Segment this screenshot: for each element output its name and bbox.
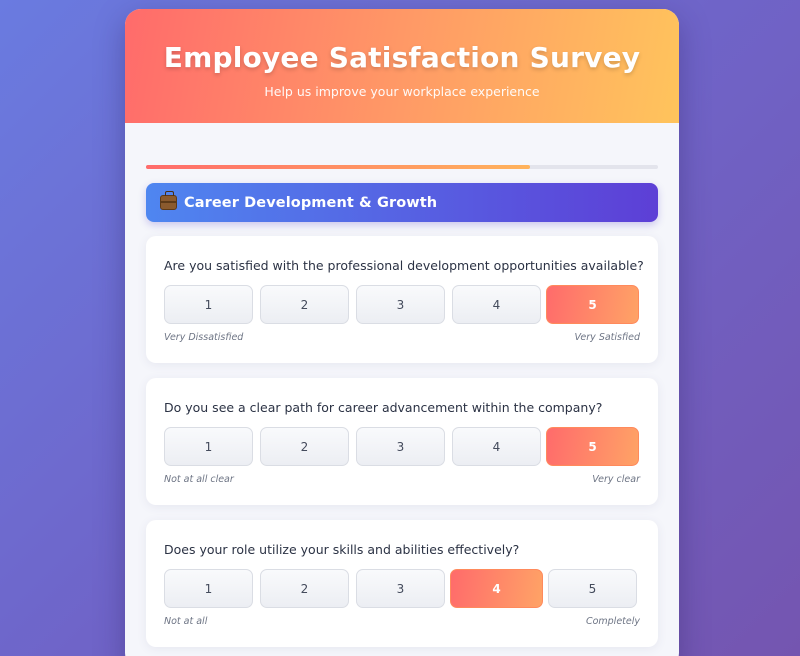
- scale-max-label: Very clear: [592, 474, 640, 485]
- rating-scale: 1 2 3 4 5: [164, 569, 641, 609]
- section-title: Career Development & Growth: [184, 194, 438, 211]
- question-text: Are you satisfied with the professional …: [164, 258, 644, 273]
- scale-max-label: Completely: [585, 616, 640, 627]
- rating-scale: 1 2 3 4 5: [164, 427, 641, 467]
- question-card-2: Do you see a clear path for career advan…: [146, 378, 658, 505]
- survey-card: Employee Satisfaction Survey Help us imp…: [125, 9, 679, 656]
- progress-fill: [146, 165, 530, 169]
- rating-option-2[interactable]: 2: [260, 285, 349, 324]
- rating-option-1[interactable]: 1: [164, 427, 253, 466]
- question-card-3: Does your role utilize your skills and a…: [146, 520, 658, 647]
- rating-option-3[interactable]: 3: [356, 285, 445, 324]
- rating-option-4[interactable]: 4: [452, 427, 541, 466]
- rating-option-2[interactable]: 2: [260, 427, 349, 466]
- survey-title: Employee Satisfaction Survey: [163, 41, 641, 74]
- rating-option-1[interactable]: 1: [164, 569, 253, 608]
- survey-header: Employee Satisfaction Survey Help us imp…: [125, 9, 679, 123]
- survey-subtitle: Help us improve your workplace experienc…: [264, 84, 540, 99]
- question-text: Does your role utilize your skills and a…: [164, 542, 520, 557]
- scale-min-label: Very Dissatisfied: [164, 332, 244, 343]
- rating-option-4[interactable]: 4: [452, 285, 541, 324]
- briefcase-icon: [160, 191, 177, 210]
- scale-max-label: Very Satisfied: [574, 332, 640, 343]
- scale-min-label: Not at all: [164, 616, 208, 627]
- rating-option-4[interactable]: 4: [450, 569, 543, 608]
- scale-min-label: Not at all clear: [164, 474, 234, 485]
- section-header: Career Development & Growth: [146, 183, 658, 222]
- progress-bar: [146, 165, 658, 169]
- rating-option-1[interactable]: 1: [164, 285, 253, 324]
- rating-option-5[interactable]: 5: [546, 427, 639, 466]
- rating-option-5[interactable]: 5: [546, 285, 639, 324]
- question-card-1: Are you satisfied with the professional …: [146, 236, 658, 363]
- rating-scale: 1 2 3 4 5: [164, 285, 641, 325]
- question-text: Do you see a clear path for career advan…: [164, 400, 603, 415]
- rating-option-5[interactable]: 5: [548, 569, 637, 608]
- rating-option-2[interactable]: 2: [260, 569, 349, 608]
- rating-option-3[interactable]: 3: [356, 569, 445, 608]
- rating-option-3[interactable]: 3: [356, 427, 445, 466]
